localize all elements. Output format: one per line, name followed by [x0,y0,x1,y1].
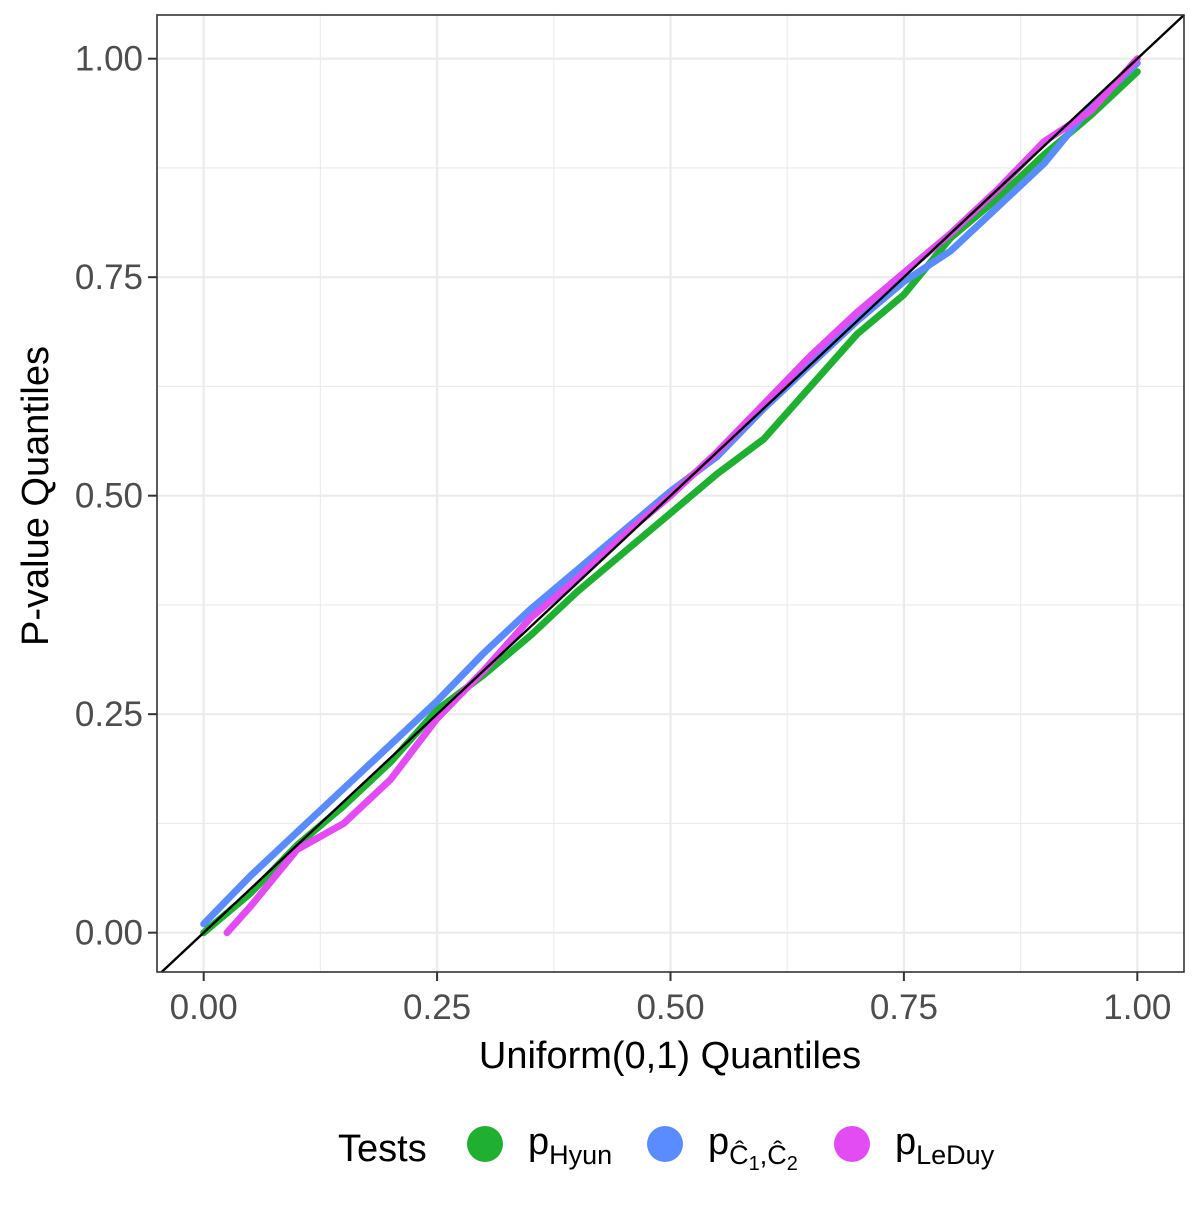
y-tick-label: 0.00 [75,914,143,953]
x-tick-label: 0.75 [870,988,938,1027]
x-tick-label: 0.50 [636,988,704,1027]
series-line-1 [200,68,1141,937]
y-tick-label: 1.00 [75,40,143,79]
legend-item: pĈ1,Ĉ2 [647,1121,798,1175]
legend-label: pHyun [528,1121,612,1170]
y-axis-label: P-value Quantiles [15,346,57,646]
x-axis-label: Uniform(0,1) Quantiles [479,1035,861,1077]
legend-label: pLeDuy [895,1121,995,1170]
axes-layer: 0.00 0.25 0.50 0.75 1.00 0.00 0.25 0.50 0.75 1.00 [75,40,1172,1027]
legend-item: pLeDuy [834,1121,995,1170]
y-tick-label: 0.25 [75,695,143,734]
grid-layer [157,15,1184,972]
legend-key [834,1126,870,1162]
y-tick-label: 0.50 [75,477,143,516]
x-tick-label: 0.25 [403,988,471,1027]
x-tick-label: 1.00 [1103,988,1171,1027]
reference-line-layer [160,14,1185,973]
legend-label: pĈ1,Ĉ2 [708,1121,798,1175]
legend-item: pHyun [467,1121,612,1170]
legend-title: Tests [338,1128,427,1170]
reference-line [160,14,1185,973]
legend-key [467,1126,503,1162]
legend-key [647,1126,683,1162]
legend: Tests pHyun pĈ1,Ĉ2 pLeDuy [338,1121,995,1175]
x-tick-label: 0.00 [170,988,238,1027]
y-tick-label: 0.75 [75,258,143,297]
